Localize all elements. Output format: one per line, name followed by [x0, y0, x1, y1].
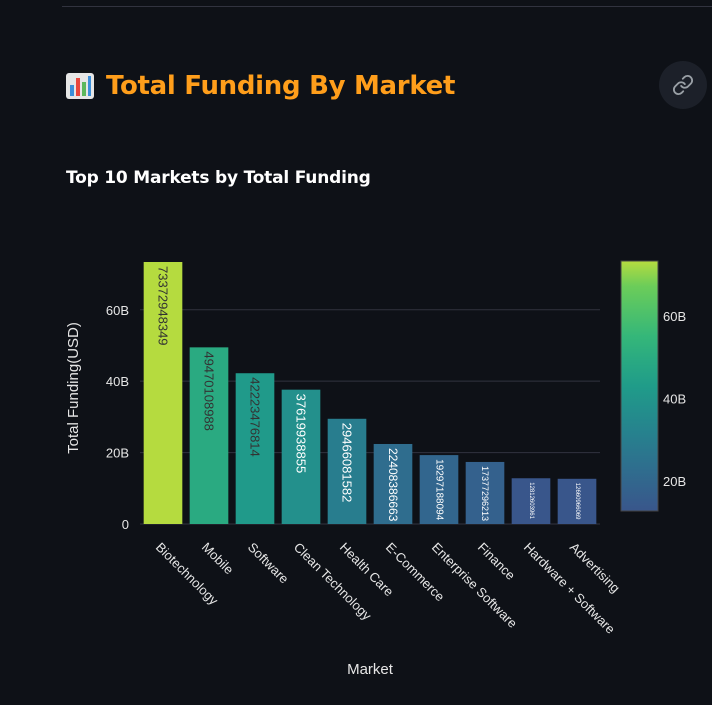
bar-chart-icon: [66, 73, 94, 99]
data-label: 37619938855: [294, 394, 309, 474]
x-tick-label: Clean Technology: [291, 540, 375, 624]
chart-title: Top 10 Markets by Total Funding: [66, 168, 371, 188]
x-axis-label: Market: [347, 661, 394, 678]
y-tick-label: 40B: [106, 374, 129, 389]
colorbar: [620, 260, 659, 512]
x-tick-label: Enterprise Software: [429, 540, 520, 631]
anchor-link-button[interactable]: [659, 61, 707, 109]
bar: [281, 389, 321, 524]
data-label: 42223476814: [248, 377, 263, 457]
y-tick-label: 20B: [106, 446, 129, 461]
bar: [143, 262, 183, 524]
data-label: 17377296213: [480, 466, 490, 521]
bar: [189, 347, 229, 524]
bar: [419, 455, 459, 524]
bar: [511, 478, 551, 524]
bar: [465, 461, 505, 524]
y-tick-label: 0: [122, 517, 129, 532]
data-label: 73372948349: [156, 266, 171, 346]
data-label: 12812603961: [528, 482, 534, 519]
data-label: 49470108988: [202, 351, 217, 431]
data-label: 22408386663: [386, 448, 400, 522]
link-icon: [672, 74, 694, 96]
y-axis-label: Total Funding(USD): [65, 322, 82, 454]
bar: [327, 418, 367, 524]
colorbar-tick-label: 40B: [663, 391, 686, 406]
colorbar-tick-label: 60B: [663, 309, 686, 324]
x-tick-label: Software: [245, 540, 292, 587]
colorbar-tick-label: 20B: [663, 474, 686, 489]
page-title: Total Funding By Market: [106, 71, 456, 101]
bar: [235, 373, 275, 524]
top-divider: [62, 6, 712, 7]
data-label: 12660966069: [574, 483, 580, 520]
x-tick-label: Hardware + Software: [521, 540, 618, 637]
x-tick-label: Mobile: [199, 540, 237, 578]
x-tick-label: Finance: [475, 540, 518, 583]
page-heading: Total Funding By Market: [66, 64, 455, 108]
bar: [557, 478, 597, 524]
data-label: 29466081582: [340, 423, 355, 503]
bar: [373, 443, 413, 524]
y-tick-label: 60B: [106, 303, 129, 318]
data-label: 19297188094: [434, 459, 445, 521]
